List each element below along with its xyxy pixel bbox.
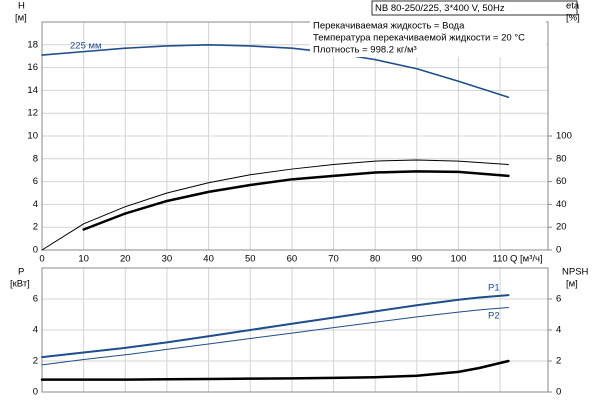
y-tick-label: 6 <box>33 294 38 305</box>
y2-tick-label: 20 <box>556 222 567 233</box>
x-tick-label: 60 <box>287 254 298 265</box>
annotation: Температура перекачиваемой жидкости = 20… <box>313 33 525 44</box>
y-tick-label: 6 <box>33 176 38 187</box>
series-line <box>82 170 510 231</box>
y2-tick-label: 0 <box>556 245 561 256</box>
series-line <box>41 159 509 251</box>
plot-frame <box>41 21 549 251</box>
x-tick-label: 50 <box>245 254 256 265</box>
y-tick-label: 2 <box>33 222 38 233</box>
y-tick-label: 2 <box>33 356 38 367</box>
y-axis-label: H <box>18 1 25 12</box>
x-tick-label: 100 <box>451 254 467 265</box>
x-tick-label: 110 <box>493 254 508 265</box>
annotation: Плотность = 998.2 кг/м³ <box>313 45 417 56</box>
y-tick-label: 12 <box>27 108 38 119</box>
y-tick-label: 8 <box>33 153 38 164</box>
y2-tick-label: 100 <box>556 131 572 142</box>
x-tick-label: 90 <box>412 254 423 265</box>
series-label: 225 мм <box>70 41 102 52</box>
title-box <box>371 0 578 16</box>
series-line <box>41 294 510 359</box>
y-axis-unit: [м] <box>15 13 27 24</box>
annotation-backdrop <box>310 20 546 57</box>
y2-axis-label: NPSH <box>562 267 589 278</box>
x-axis-label: Q [м³/ч] <box>510 254 543 265</box>
plot-frame <box>41 267 549 393</box>
y2-tick-label: 0 <box>556 387 561 398</box>
y2-tick-label: 2 <box>556 356 561 367</box>
chart-title: NB 80-250/225, 3*400 V, 50Hz <box>375 3 505 14</box>
y-tick-label: 18 <box>27 39 38 50</box>
x-tick-label: 70 <box>328 254 339 265</box>
y-tick-label: 4 <box>33 199 38 210</box>
x-tick-label: 80 <box>370 254 381 265</box>
y-tick-label: 16 <box>27 62 38 73</box>
annotation: Перекачиваемая жидкость = Вода <box>313 21 465 32</box>
y2-tick-label: 4 <box>556 325 561 336</box>
x-tick-label: 40 <box>203 254 214 265</box>
y2-tick-label: 60 <box>556 176 567 187</box>
y2-tick-label: 40 <box>556 199 567 210</box>
series-label: P2 <box>488 311 500 322</box>
y-tick-label: 0 <box>33 387 38 398</box>
y-tick-label: 4 <box>33 325 38 336</box>
y-tick-label: 0 <box>33 245 38 256</box>
series-line <box>41 44 510 99</box>
y-axis-label: P <box>18 267 24 278</box>
y2-axis-unit: [%] <box>566 13 580 24</box>
y2-tick-label: 80 <box>556 153 567 164</box>
series-label: P1 <box>488 283 500 294</box>
x-tick-label: 10 <box>78 254 89 265</box>
y-tick-label: 14 <box>27 85 38 96</box>
y-axis-unit: [кВт] <box>10 279 30 290</box>
x-tick-label: 0 <box>39 254 44 265</box>
x-tick-label: 20 <box>120 254 131 265</box>
y2-axis-label: eta <box>566 1 580 12</box>
x-tick-label: 30 <box>162 254 173 265</box>
y2-axis-unit: [м] <box>566 279 578 290</box>
y-tick-label: 10 <box>27 131 38 142</box>
series-line <box>41 307 509 366</box>
series-line <box>40 359 510 381</box>
y2-tick-label: 6 <box>556 294 561 305</box>
